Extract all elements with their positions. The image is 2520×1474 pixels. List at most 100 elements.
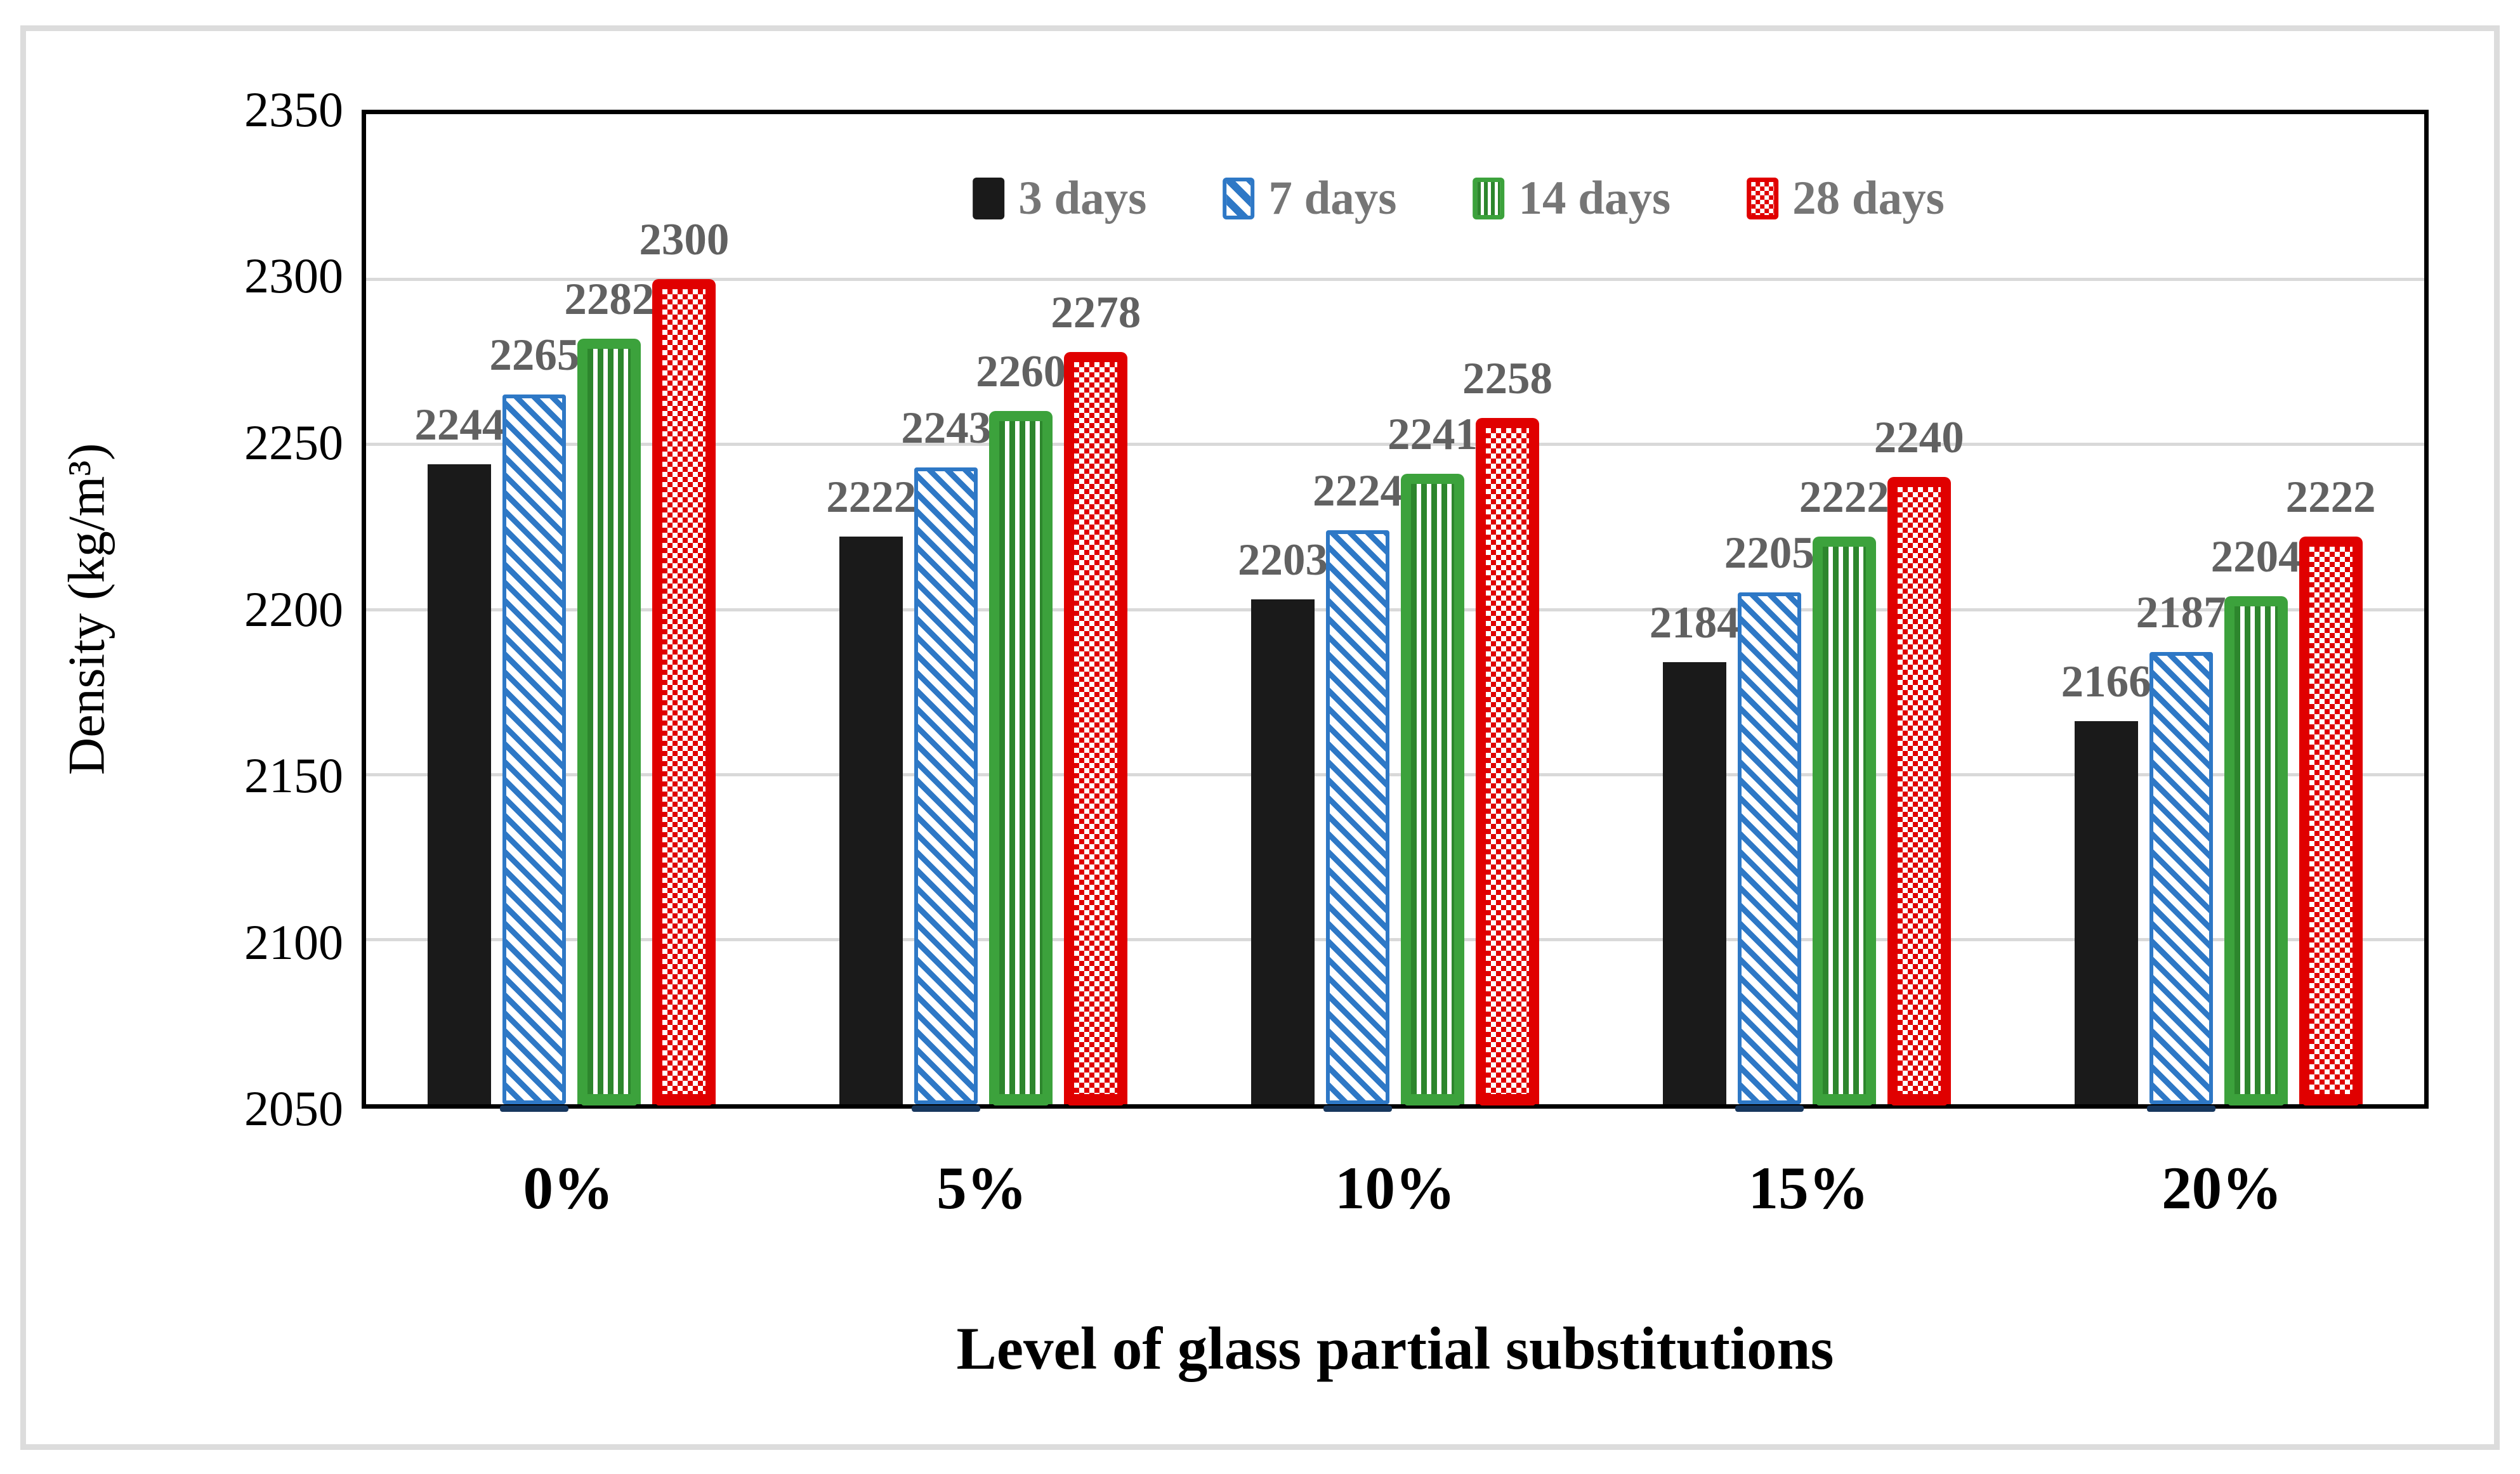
bar-value-label: 2265 (489, 330, 580, 381)
bar-3-days-5% (839, 537, 903, 1104)
bar-slot: 2222 (826, 114, 916, 1104)
bar-3-days-15% (1662, 662, 1726, 1104)
bar-value-label: 2222 (1799, 473, 1889, 523)
bar-group-10%: 2203 2224 2241 2258 (1190, 114, 1601, 1112)
bar-slot: 2260 (976, 114, 1066, 1106)
bar-value-label: 2222 (2285, 473, 2376, 523)
bar-slot: 2243 (901, 114, 991, 1112)
bar-value-label: 2166 (2061, 657, 2151, 707)
bar-slot: 2300 (639, 114, 729, 1106)
bar-slot: 2204 (2211, 114, 2301, 1106)
legend-label: 7 days (1268, 172, 1397, 225)
y-axis-ticks: 2350 2300 2250 2200 2150 2100 2050 (26, 85, 343, 1133)
bar-28-days-0% (652, 279, 716, 1106)
y-tick-label: 2300 (244, 248, 343, 304)
bar-value-label: 2282 (564, 274, 655, 324)
chart-figure: Density (kg/m³) 2350 2300 2250 2200 2150 2100… (20, 25, 2500, 1450)
bar-value-label: 2300 (639, 215, 730, 265)
x-axis-labels: 0% 5% 10% 15% 20% (362, 1154, 2429, 1223)
bar-value-label: 2205 (1724, 528, 1815, 578)
y-tick-label: 2100 (244, 914, 343, 970)
bar-value-label: 2224 (1312, 466, 1403, 516)
legend-item-14-days: 14 days (1473, 172, 1671, 225)
bar-slot: 2282 (564, 114, 654, 1106)
bar-slot: 2258 (1462, 114, 1552, 1106)
bar-value-label: 2203 (1237, 535, 1328, 585)
bar-28-days-10% (1475, 417, 1539, 1106)
bar-slot: 2224 (1313, 114, 1403, 1112)
bar-7-days-10% (1323, 530, 1392, 1112)
bar-slot: 2184 (1650, 114, 1740, 1104)
bar-7-days-5% (912, 467, 981, 1112)
legend-swatch-icon (1473, 177, 1505, 219)
bar-value-label: 2241 (1387, 410, 1478, 460)
gridline (366, 937, 2424, 941)
bar-14-days-15% (1812, 537, 1876, 1106)
bar-3-days-10% (1250, 599, 1315, 1104)
gridline (366, 443, 2424, 447)
legend-label: 14 days (1518, 172, 1671, 225)
bar-14-days-10% (1400, 474, 1464, 1106)
bar-slot: 2203 (1238, 114, 1328, 1104)
legend-item-3-days: 3 days (973, 174, 1146, 222)
x-category-label: 5% (936, 1154, 1027, 1222)
bar-slot: 2166 (2061, 114, 2151, 1104)
bar-group-0%: 2244 2265 2282 2300 (366, 114, 778, 1112)
bar-value-label: 2258 (1462, 353, 1552, 403)
x-category-label: 20% (2162, 1154, 2283, 1222)
legend-swatch-icon (973, 177, 1005, 219)
x-category-label: 10% (1334, 1154, 1455, 1222)
bar-28-days-5% (1064, 351, 1128, 1106)
bar-28-days-20% (2299, 537, 2363, 1106)
x-category-label: 15% (1748, 1154, 1869, 1222)
bar-value-label: 2184 (1649, 597, 1740, 648)
bar-value-label: 2187 (2136, 588, 2226, 638)
legend-swatch-icon (1223, 177, 1255, 219)
bar-slot: 2244 (414, 114, 504, 1104)
plot-area: 2244 2265 2282 2300 2222 2243 2260 2278 2203 2224… (362, 110, 2429, 1112)
y-tick-label: 2200 (244, 581, 343, 637)
bar-slot: 2241 (1388, 114, 1478, 1106)
x-category-label: 0% (523, 1154, 614, 1222)
bar-7-days-15% (1735, 592, 1804, 1112)
bar-slot: 2205 (1724, 114, 1815, 1112)
legend-label: 28 days (1792, 172, 1945, 225)
bar-slot: 2265 (489, 114, 579, 1112)
y-tick-label: 2150 (244, 747, 343, 803)
legend-swatch-icon (1747, 177, 1779, 219)
gridline (366, 608, 2424, 611)
bar-group-5%: 2222 2243 2260 2278 (778, 114, 1190, 1112)
bar-slot: 2187 (2136, 114, 2226, 1112)
bar-value-label: 2204 (2210, 532, 2301, 582)
bars-layer: 2244 2265 2282 2300 2222 2243 2260 2278 2203 2224… (366, 114, 2424, 1112)
bar-slot: 2222 (2286, 114, 2376, 1106)
legend-item-7-days: 7 days (1223, 172, 1397, 225)
bar-group-20%: 2166 2187 2204 2222 (2012, 114, 2424, 1112)
bar-3-days-0% (428, 464, 492, 1104)
bar-group-15%: 2184 2205 2222 2240 (1601, 114, 2012, 1112)
bar-value-label: 2240 (1874, 413, 1964, 463)
bar-value-label: 2222 (826, 473, 917, 523)
bar-value-label: 2260 (976, 347, 1066, 397)
legend: 3 days 7 days 14 days 28 days (973, 174, 1945, 222)
bar-14-days-20% (2224, 596, 2288, 1106)
bar-value-label: 2244 (414, 400, 505, 450)
legend-label: 3 days (1018, 172, 1147, 225)
bar-7-days-0% (500, 395, 569, 1112)
bar-slot: 2278 (1051, 114, 1141, 1106)
x-axis-title: Level of glass partial substitutions (956, 1315, 1834, 1382)
y-tick-label: 2350 (244, 82, 343, 137)
legend-item-28-days: 28 days (1747, 174, 1945, 222)
bar-14-days-0% (577, 338, 641, 1106)
gridline (366, 278, 2424, 282)
bar-slot: 2222 (1799, 114, 1889, 1106)
y-tick-label: 2050 (244, 1081, 343, 1136)
gridline (366, 773, 2424, 776)
bar-14-days-5% (989, 411, 1053, 1106)
y-tick-label: 2250 (244, 414, 343, 470)
bar-28-days-15% (1887, 477, 1951, 1106)
bar-3-days-20% (2074, 721, 2138, 1104)
bar-value-label: 2278 (1051, 287, 1141, 337)
bar-slot: 2240 (1874, 114, 1964, 1106)
bar-7-days-20% (2146, 652, 2215, 1112)
